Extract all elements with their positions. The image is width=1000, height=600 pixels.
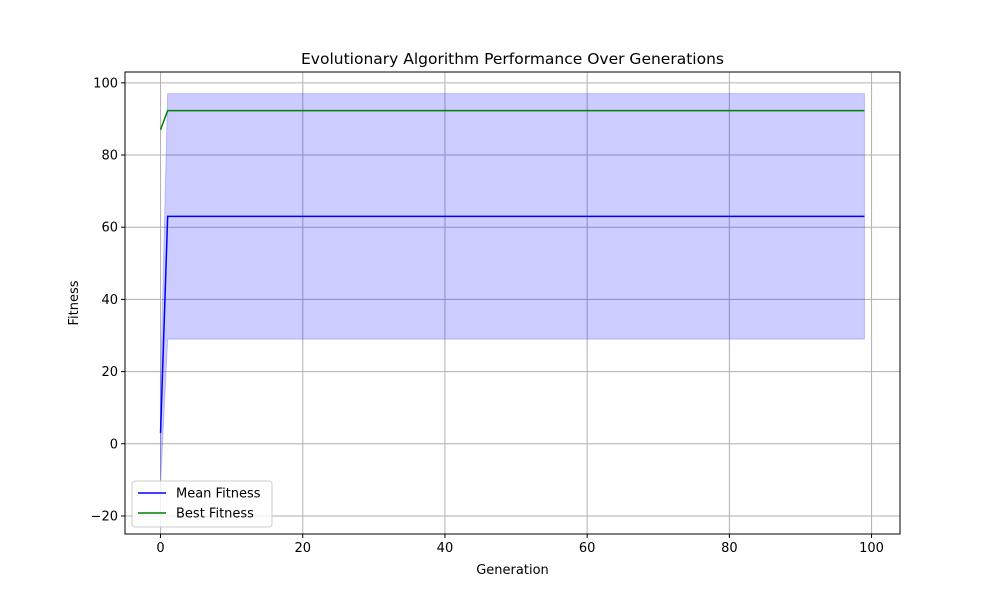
y-tick-label: 20	[101, 365, 118, 380]
y-tick-label: 100	[93, 76, 118, 91]
plot-frame	[124, 71, 901, 535]
y-tick-label: 0	[110, 437, 118, 452]
legend-best-fitness-label: Best Fitness	[176, 507, 254, 522]
x-tick-label: 0	[156, 541, 164, 556]
mean-fitness-line	[159, 215, 865, 433]
x-tick-label: 40	[437, 541, 454, 556]
chart-title: Evolutionary Algorithm Performance Over …	[301, 50, 724, 68]
y-tick-label: 60	[101, 221, 118, 236]
y-tick-label: −20	[91, 509, 118, 524]
y-tick-label: 40	[101, 293, 118, 308]
y-tick-label: 80	[101, 149, 118, 164]
y-axis-ticks: −20 0 20 40 60 80 100	[91, 76, 125, 524]
x-tick-label: 20	[294, 541, 311, 556]
y-axis-label: Fitness	[67, 280, 82, 325]
legend-mean-fitness-label: Mean Fitness	[176, 487, 261, 502]
legend-box	[131, 480, 273, 528]
grid	[125, 72, 900, 534]
series-lines	[159, 109, 865, 433]
best-fitness-line	[159, 109, 865, 131]
x-tick-label: 80	[721, 541, 738, 556]
x-axis-label: Generation	[476, 563, 549, 578]
x-tick-label: 100	[859, 541, 884, 556]
x-axis-ticks: 0 20 40 60 80 100	[156, 534, 884, 556]
x-tick-label: 60	[579, 541, 596, 556]
legend: Mean Fitness Best Fitness	[131, 480, 273, 528]
